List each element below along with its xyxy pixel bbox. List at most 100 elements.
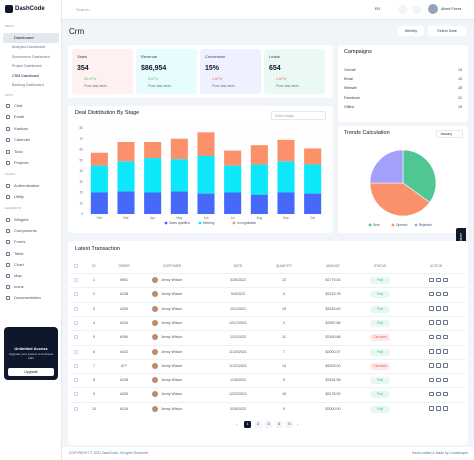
nav-item[interactable]: Calender (14, 137, 31, 143)
action-button[interactable] (443, 291, 448, 297)
notification[interactable] (398, 5, 407, 14)
pager-next[interactable]: › (297, 422, 299, 427)
nav-icon (6, 296, 10, 301)
checkbox[interactable] (74, 335, 78, 340)
action-button[interactable] (436, 277, 441, 282)
page-button[interactable]: 5 (286, 421, 293, 428)
action-button[interactable] (443, 306, 448, 311)
action-button[interactable] (429, 306, 434, 311)
page-button[interactable]: 2 (254, 421, 262, 428)
checkbox[interactable] (74, 292, 78, 297)
nav-item[interactable]: Todo (14, 148, 23, 154)
action-button[interactable] (443, 320, 448, 325)
nav-subitem[interactable]: Project Dashboard (12, 64, 42, 68)
nav-item[interactable]: Chat (14, 103, 23, 108)
nav-item[interactable]: Components (14, 228, 37, 234)
messages[interactable] (412, 5, 421, 14)
nav-item[interactable]: Chart (14, 261, 24, 267)
nav-subitem[interactable]: Banking Dashboard (12, 83, 44, 87)
action-button[interactable] (436, 406, 441, 411)
action-button[interactable] (429, 391, 434, 397)
action-button[interactable] (443, 391, 448, 397)
action-button[interactable] (429, 377, 434, 383)
action-button[interactable] (443, 406, 448, 411)
action-button[interactable] (436, 349, 441, 354)
action-button[interactable] (436, 391, 441, 397)
stat-change: 1.67% (212, 77, 223, 81)
action-button[interactable] (443, 277, 448, 282)
nav-icon (6, 274, 10, 278)
nav-item[interactable]: Kanban (14, 125, 28, 131)
row-divider (70, 287, 466, 288)
column-header: QUANTITY (275, 264, 293, 268)
nav-item[interactable]: Icons (14, 284, 24, 290)
search[interactable]: Search... (76, 7, 93, 12)
nav-item[interactable]: Widgets (14, 217, 29, 222)
user-name[interactable]: Albert Flores (441, 7, 462, 11)
month-select[interactable]: January (436, 130, 463, 138)
page-button[interactable]: 1 (244, 421, 251, 428)
cell: 3/26/2022 (230, 278, 246, 282)
checkbox[interactable] (74, 278, 78, 282)
date-button[interactable]: Select Date (428, 26, 466, 36)
stage-select[interactable]: Select stage (271, 111, 326, 120)
nav-item[interactable]: Table (14, 250, 24, 256)
action-button[interactable] (443, 377, 448, 383)
cell: 12/17/2021 (229, 320, 247, 325)
page-button[interactable]: 3 (265, 421, 272, 428)
action-button[interactable] (429, 320, 434, 325)
column-header: ORDER (118, 264, 130, 268)
cell: 11/22/2021 (229, 363, 247, 368)
action-button[interactable] (436, 334, 441, 340)
period-button[interactable]: Weekly (398, 26, 424, 36)
action-button[interactable] (429, 334, 434, 340)
action-button[interactable] (436, 291, 441, 297)
customer-avatar (152, 405, 158, 412)
action-button[interactable] (429, 363, 434, 368)
row-divider (70, 315, 466, 317)
customer-name: Jenny Wilson (161, 278, 183, 282)
action-button[interactable] (429, 291, 434, 297)
upgrade-button[interactable]: Upgrade (8, 368, 54, 376)
nav-item[interactable]: Email (14, 114, 25, 120)
action-button[interactable] (429, 277, 434, 282)
language[interactable]: EN (375, 7, 380, 11)
stat-value: 354 (77, 65, 89, 72)
checkbox[interactable] (74, 349, 78, 354)
page-button[interactable]: 4 (275, 421, 283, 428)
avatar[interactable] (428, 4, 438, 14)
campaigns-card (338, 45, 468, 122)
checkbox[interactable] (74, 363, 78, 368)
checkbox[interactable] (74, 320, 78, 325)
cell: 6 (283, 378, 285, 383)
nav-item[interactable]: Authentication (14, 183, 40, 188)
checkbox[interactable] (74, 406, 78, 411)
campaign-value: 15 (458, 104, 462, 109)
nav-subitem[interactable]: CRM Dashboard (12, 73, 39, 78)
action-button[interactable] (436, 363, 441, 368)
nav-item[interactable]: Projects (14, 160, 29, 165)
nav-subitem[interactable]: Ecommerce Dashboard (12, 54, 50, 59)
nav-item[interactable]: Map (14, 273, 22, 278)
action-button[interactable] (443, 334, 448, 340)
nav-item[interactable]: Utility (14, 194, 24, 200)
checkbox[interactable] (74, 392, 78, 397)
stat-value: $86,954 (141, 65, 167, 72)
checkbox[interactable] (74, 378, 78, 383)
action-button[interactable] (429, 406, 434, 411)
nav-subitem[interactable]: Analytics Dashboard (12, 45, 45, 49)
status-pill: Paid (370, 391, 390, 399)
action-button[interactable] (443, 363, 448, 368)
action-button[interactable] (436, 377, 441, 383)
nav-item[interactable]: Documentation (14, 295, 41, 301)
nav-item[interactable]: Dashboard (14, 35, 34, 40)
pager-prev[interactable]: ‹ (236, 422, 238, 427)
action-button[interactable] (436, 320, 441, 325)
checkbox[interactable] (74, 264, 78, 268)
action-button[interactable] (443, 349, 448, 354)
cell: $2215.78 (325, 292, 341, 297)
nav-item[interactable]: Forms (14, 239, 26, 245)
action-button[interactable] (429, 349, 434, 354)
action-button[interactable] (436, 306, 441, 311)
checkbox[interactable] (74, 306, 78, 311)
